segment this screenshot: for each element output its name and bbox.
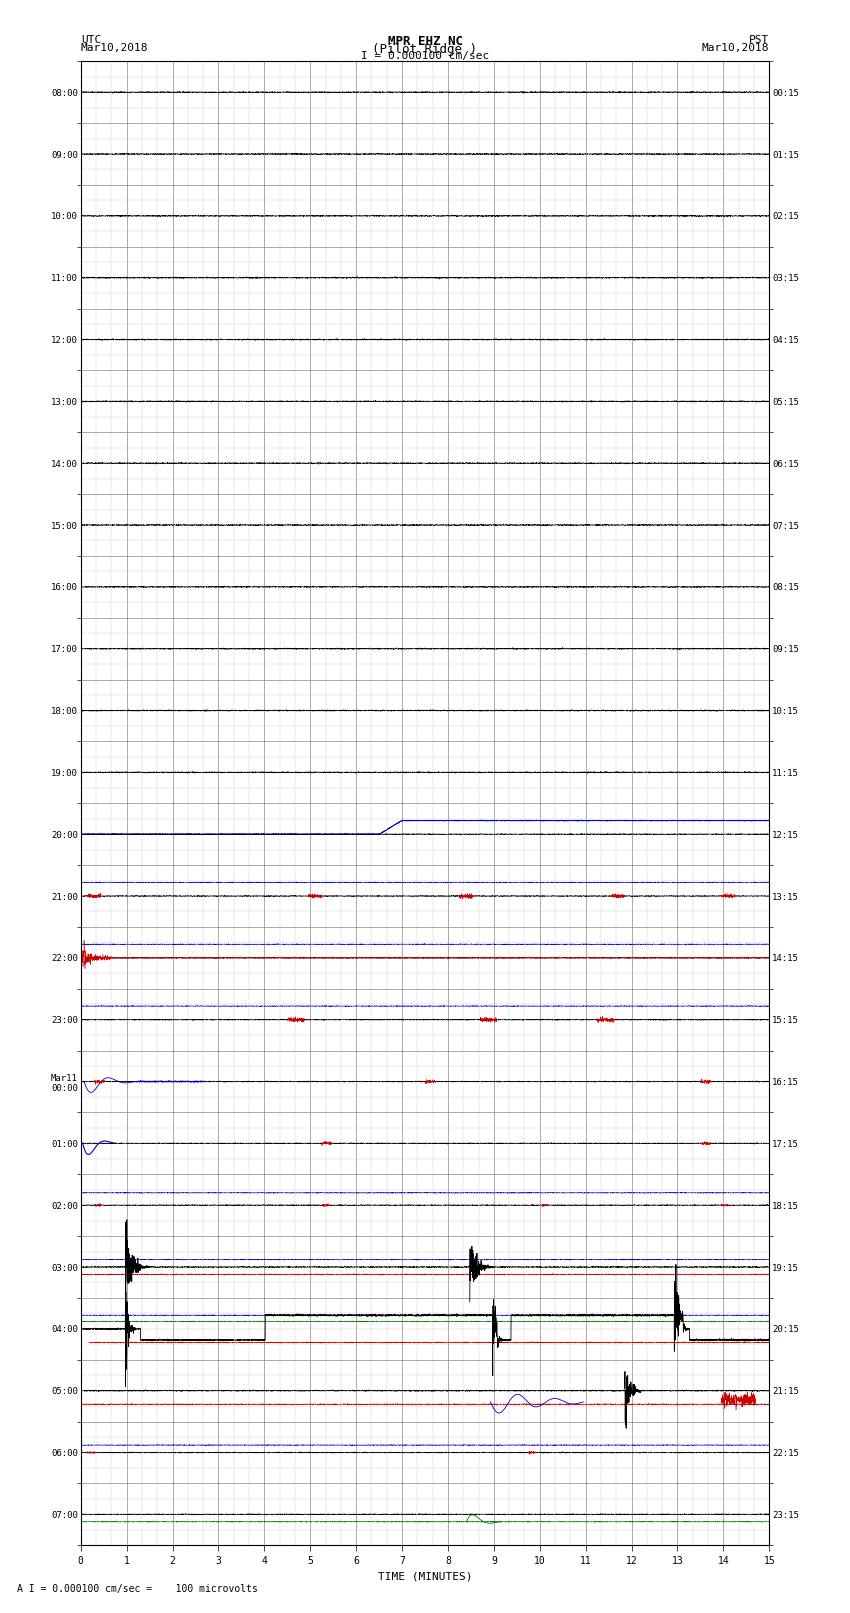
Text: Mar10,2018: Mar10,2018 [702,44,769,53]
Text: I = 0.000100 cm/sec: I = 0.000100 cm/sec [361,50,489,61]
Text: MPR EHZ NC: MPR EHZ NC [388,35,462,48]
X-axis label: TIME (MINUTES): TIME (MINUTES) [377,1571,473,1581]
Text: A I = 0.000100 cm/sec =    100 microvolts: A I = 0.000100 cm/sec = 100 microvolts [17,1584,258,1594]
Text: Mar10,2018: Mar10,2018 [81,44,148,53]
Text: UTC: UTC [81,35,101,45]
Text: (Pilot Ridge ): (Pilot Ridge ) [372,44,478,56]
Text: PST: PST [749,35,769,45]
